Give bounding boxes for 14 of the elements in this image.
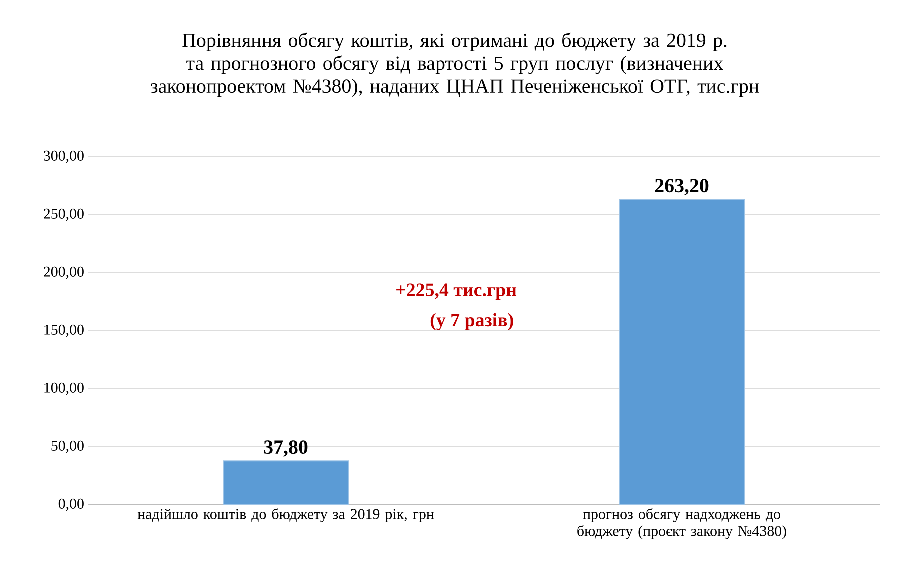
y-tick-label: 250,00 [44,208,84,222]
data-label: 37,80 [264,440,308,457]
annotation: (у 7 разів) [430,313,514,331]
chart-title: Порівняння обсягу коштів, які отримані до бюджету за 2019 р. та прогнозного обсягу від вартості 5 груп послуг (визначених законопроектом №4380), наданих ЦНАП Печеніженської ОТГ, тис.грн [151,32,760,98]
y-tick-label: 150,00 [44,324,84,338]
y-tick-label: 0,00 [58,498,84,512]
y-tick-label: 50,00 [52,440,84,454]
x-tick-label: надійшло коштів до бюджету за 2019 рік, грн [138,508,434,522]
x-tick-label: прогноз обсягу надходжень до бюджету (проєкт закону №4380) [578,508,786,540]
y-tick-label: 300,00 [44,150,84,164]
annotation: +225,4 тис.грн [396,284,517,300]
y-tick-label: 100,00 [44,382,84,396]
y-tick-label: 200,00 [44,266,84,280]
data-label: 263,20 [655,179,709,196]
